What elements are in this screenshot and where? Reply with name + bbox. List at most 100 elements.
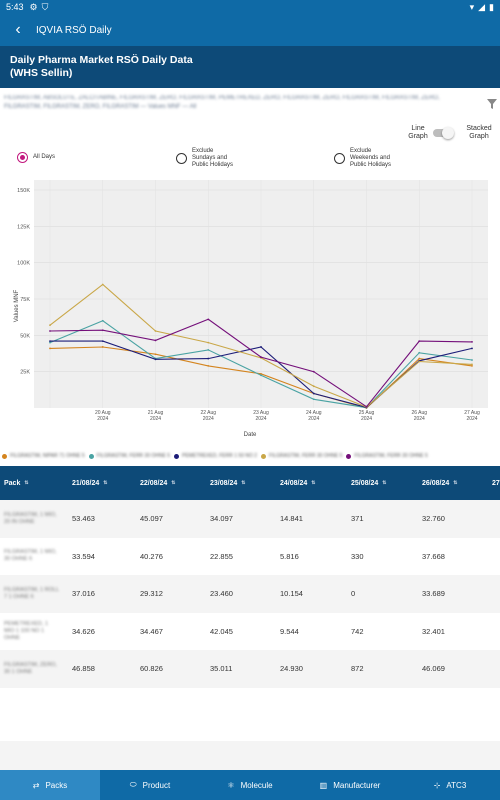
pill-icon: ⬭ [129, 780, 137, 789]
value-cell: 46.858 [72, 664, 95, 674]
sort-icon[interactable]: ⇅ [311, 480, 316, 486]
filter-funnel-icon[interactable] [486, 98, 498, 110]
x-tick-year: 2024 [361, 416, 372, 422]
back-arrow-icon[interactable]: ‹ [15, 21, 21, 38]
value-cell: 34.097 [210, 514, 233, 524]
radio-dot-exclude-weekends[interactable] [334, 153, 345, 164]
stacked-graph-label-1: Stacked [466, 125, 492, 132]
radio-exclude-weekends[interactable]: Exclude Weekends and Public Holidays [334, 148, 391, 169]
series-point-1 [207, 348, 210, 351]
table-row[interactable]: FILGRASTIM, 1 MIO, 30 OHNE 6 33.594 40.276… [0, 538, 500, 576]
x-tick-year: 2024 [308, 416, 319, 422]
series-point-1 [418, 351, 421, 354]
column-header-label: Pack [4, 479, 21, 487]
column-header[interactable]: 26/08/24 ⇅ [422, 466, 457, 500]
signal-icon: ◢ [478, 1, 486, 12]
value-cell: 742 [351, 626, 364, 636]
radio-label-all-days: All Days [33, 154, 56, 160]
series-point-0 [49, 347, 51, 350]
chart-legend: FILGRASTIM, NIPAR 71 OHNE 5 FILGRASTIM, F… [0, 450, 500, 462]
day-filter-radios: All Days Exclude Sundays and Public Holi… [0, 148, 500, 172]
value-cell: 34.626 [72, 626, 95, 636]
table-row[interactable]: FILGRASTIM, 1 ROLL 7 1 OHNE 6 37.016 29.31… [0, 575, 500, 613]
sort-icon[interactable]: ⇅ [453, 480, 458, 486]
column-header[interactable]: 24/08/24 ⇅ [280, 466, 315, 500]
column-header[interactable]: Pack ⇅ [4, 466, 29, 500]
y-tick-label: 75K [20, 297, 30, 303]
series-point-0 [260, 372, 262, 375]
page-title: Daily Pharma Market RSÖ Daily Data [10, 54, 193, 66]
x-tick-label: 25 Aug [359, 410, 375, 416]
series-point-0 [471, 364, 473, 367]
value-cell: 10.154 [280, 589, 303, 599]
legend-item[interactable]: FILGRASTIM, NIPAR 71 OHNE 5 [2, 453, 85, 459]
series-point-4 [418, 340, 421, 343]
wifi-icon: ▾ [469, 1, 475, 12]
column-header[interactable]: 27 [492, 466, 500, 500]
sort-icon[interactable]: ⇅ [382, 480, 387, 486]
value-cell: 5.816 [280, 551, 299, 561]
y-axis-label: Values MNF [14, 289, 20, 322]
radio-exclude-sundays[interactable]: Exclude Sundays and Public Holidays [176, 148, 233, 169]
value-cell: 14.841 [280, 514, 303, 524]
pack-name-cell: FILGRASTIM, 1 MIO, 20 IN OHNE [4, 511, 57, 525]
pack-name-cell: PEMETREXED, 1 MIO 1 100 NO 1 OHNE [4, 620, 49, 641]
column-header[interactable]: 25/08/24 ⇅ [351, 466, 386, 500]
series-point-1 [101, 319, 104, 322]
nav-tab-molecule[interactable]: ⚛ Molecule [200, 770, 300, 800]
battery-icon: ▮ [489, 1, 494, 12]
legend-item[interactable]: FILGRASTIM, FERR 30 OHNE 5 [88, 453, 171, 459]
series-point-2 [471, 347, 473, 350]
graph-switch-knob[interactable] [442, 127, 454, 139]
value-cell: 330 [351, 551, 364, 561]
table-row[interactable]: FILGRASTIM, ZERO, 30 1 OHNE 46.858 60.826 3… [0, 650, 500, 688]
value-cell: 22.855 [210, 551, 233, 561]
graph-switch[interactable] [433, 127, 454, 139]
value-cell: 35.011 [210, 664, 233, 674]
table-row[interactable]: PEMETREXED, 1 MIO 1 100 NO 1 OHNE 34.626 3… [0, 613, 500, 651]
sort-icon[interactable]: ⇅ [241, 480, 246, 486]
legend-item[interactable]: PEMETREXED, FERR 1 50 NO 2 [174, 453, 257, 459]
sort-icon[interactable]: ⇅ [24, 480, 29, 486]
radio-label-exclude-weekends: Exclude Weekends and Public Holidays [350, 148, 391, 169]
filter-summary[interactable]: FILGRASTIM, ABSOLUTE, ZALCITABINE, FILGR… [4, 95, 440, 110]
value-cell: 34.467 [140, 626, 163, 636]
series-point-1 [260, 374, 262, 377]
radio-label-exclude-weekends-3: Public Holidays [350, 162, 392, 168]
nav-tab-product[interactable]: ⬭ Product [100, 770, 200, 800]
sort-icon[interactable]: ⇅ [103, 480, 108, 486]
radio-dot-exclude-sundays[interactable] [176, 153, 187, 164]
series-point-3 [418, 360, 421, 363]
radio-label-exclude-weekends-2: Weekends and [350, 155, 390, 161]
swap-icon: ⇄ [32, 780, 40, 790]
series-point-2 [260, 346, 262, 348]
column-header[interactable]: 21/08/24 ⇅ [72, 466, 107, 500]
column-header[interactable]: 22/08/24 ⇅ [140, 466, 175, 500]
app-title: IQVIA RSÖ Daily [36, 24, 112, 36]
y-tick-label: 100K [17, 261, 30, 267]
shield-icon: ⛉ [41, 1, 49, 12]
line-graph-label: Line Graph [408, 125, 428, 141]
x-tick-label: 26 Aug [411, 410, 427, 416]
column-header-label: 26/08/24 [422, 479, 450, 487]
series-point-4 [154, 339, 157, 342]
table-row[interactable]: FILGRASTIM, 1 MIO, 20 IN OHNE 53.463 45.09… [0, 500, 500, 538]
legend-item[interactable]: FILGRASTIM, FERR 30 OHNE 5 [346, 453, 428, 459]
series-point-4 [49, 330, 51, 332]
molecule-icon: ⚛ [227, 780, 235, 790]
nav-tab-manufacturer[interactable]: ▥ Manufacturer [300, 770, 400, 800]
radio-dot-all-days[interactable] [17, 152, 28, 163]
column-header[interactable]: 23/08/24 ⇅ [210, 466, 245, 500]
value-cell: 60.826 [140, 664, 163, 674]
radio-all-days[interactable]: All Days [17, 152, 55, 163]
legend-label: FILGRASTIM, FERR 30 OHNE 5 [96, 453, 171, 459]
nav-tab-atc3[interactable]: ⊹ ATC3 [400, 770, 500, 800]
x-tick-year: 2024 [97, 416, 108, 422]
column-header-label: 23/08/24 [210, 479, 238, 487]
legend-swatch [174, 453, 180, 459]
sort-icon[interactable]: ⇅ [171, 480, 176, 486]
legend-item[interactable]: FILGRASTIM, FERR 30 OHNE 5 [261, 453, 342, 459]
table-body: FILGRASTIM, 1 MIO, 20 IN OHNE 53.463 45.09… [0, 500, 500, 688]
nav-tab-packs[interactable]: ⇄ Packs [0, 770, 100, 800]
